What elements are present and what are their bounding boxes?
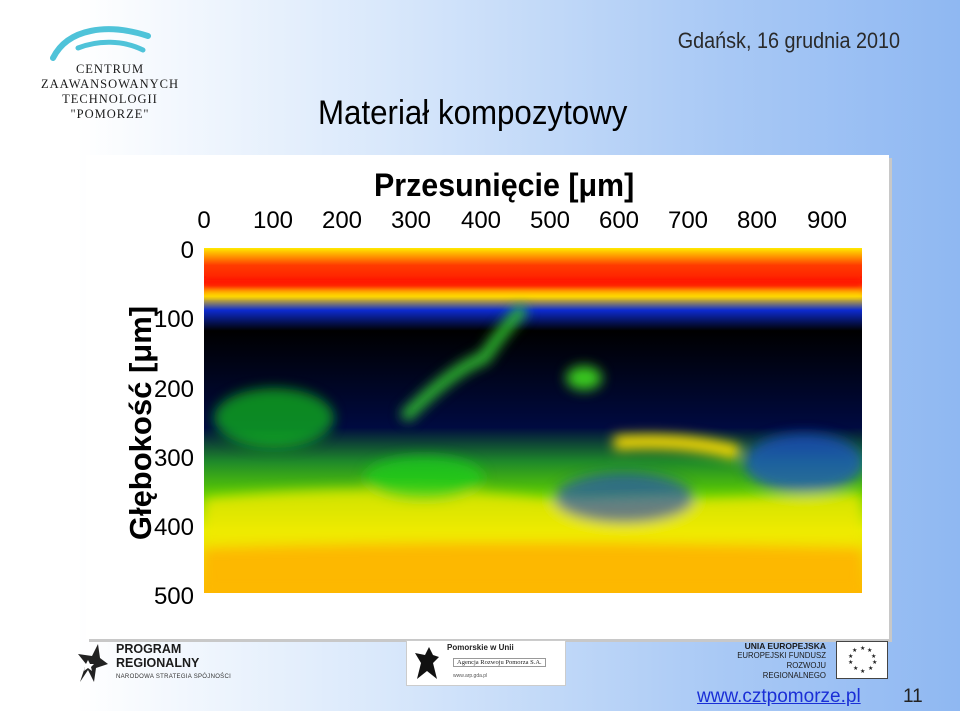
program-title-line-2: REGIONALNY — [116, 656, 200, 670]
svg-text:★: ★ — [853, 665, 858, 672]
slide-date: Gdańsk, 16 grudnia 2010 — [677, 28, 900, 53]
x-tick: 900 — [806, 207, 848, 234]
pomorskie-agency: Agencja Rozwoju Pomorza S.A. — [453, 658, 546, 667]
program-title: PROGRAM REGIONALNY — [116, 642, 199, 670]
eu-line-3: ROZWOJU REGIONALNEGO — [762, 661, 826, 680]
eu-flag-icon: ★ ★★ ★★★ ★★★ ★ — [836, 641, 888, 679]
cztp-logo: CENTRUM ZAAWANSOWANYCH TECHNOLOGII "POMO… — [30, 18, 205, 138]
svg-text:★: ★ — [871, 653, 876, 660]
x-tick: 800 — [736, 207, 778, 234]
y-tick: 200 — [153, 376, 194, 403]
logo-line-2: ZAAWANSOWANYCH — [41, 77, 179, 91]
x-tick: 500 — [529, 207, 571, 234]
heatmap-features — [204, 303, 862, 593]
program-regionalny-logo: PROGRAM REGIONALNY NARODOWA STRATEGIA SP… — [76, 642, 236, 682]
star-map-icon — [78, 644, 108, 682]
svg-text:★: ★ — [868, 665, 873, 672]
svg-text:★: ★ — [867, 647, 872, 654]
eu-logo: UNIA EUROPEJSKA EUROPEJSKI FUNDUSZ ROZWO… — [728, 641, 888, 683]
svg-text:★: ★ — [852, 647, 857, 654]
logo-line-1: CENTRUM — [75, 62, 145, 76]
svg-text:★: ★ — [848, 659, 853, 666]
x-tick: 700 — [667, 207, 709, 234]
svg-text:★: ★ — [860, 645, 865, 652]
x-axis-title: Przesunięcie [μm] — [374, 167, 635, 203]
y-tick: 0 — [180, 237, 194, 264]
logo-line-3: TECHNOLOGII — [62, 92, 158, 106]
heatmap-image — [204, 248, 862, 593]
eu-line-2: EUROPEJSKI FUNDUSZ — [737, 651, 826, 660]
program-subtitle: NARODOWA STRATEGIA SPÓJNOŚCI — [116, 674, 232, 680]
x-tick: 200 — [321, 207, 363, 234]
x-tick: 600 — [598, 207, 640, 234]
griffin-icon — [415, 647, 439, 679]
eu-line-1: UNIA EUROPEJSKA — [744, 641, 826, 651]
y-tick: 500 — [153, 583, 194, 610]
svg-text:★: ★ — [872, 659, 877, 666]
eu-text: UNIA EUROPEJSKA EUROPEJSKI FUNDUSZ ROZWO… — [728, 641, 826, 681]
wave-logo-icon — [50, 26, 151, 61]
x-tick: 100 — [252, 207, 294, 234]
x-tick: 400 — [460, 207, 502, 234]
slide-title: Materiał kompozytowy — [318, 94, 628, 132]
y-tick: 300 — [153, 445, 194, 472]
heatmap-figure: Przesunięcie [μm] Głębokość [μm] 0 100 2… — [86, 155, 889, 639]
website-link[interactable]: www.cztpomorze.pl — [697, 686, 861, 707]
program-title-line-1: PROGRAM — [116, 642, 182, 656]
pomorskie-title: Pomorskie w Unii — [447, 643, 514, 652]
x-tick: 0 — [197, 207, 211, 234]
page-number: 11 — [903, 686, 923, 707]
svg-text:★: ★ — [860, 668, 865, 675]
svg-text:★: ★ — [848, 653, 853, 660]
pomorskie-url: www.arp.gda.pl — [453, 673, 488, 679]
logo-line-4: "POMORZE" — [70, 107, 150, 121]
y-tick: 100 — [153, 306, 194, 333]
logo-text: CENTRUM ZAAWANSOWANYCH TECHNOLOGII "POMO… — [30, 62, 190, 122]
pomorskie-logo: Pomorskie w Unii Agencja Rozwoju Pomorza… — [406, 640, 566, 686]
y-tick: 400 — [153, 514, 194, 541]
x-tick: 300 — [390, 207, 432, 234]
y-axis-title: Głębokość [μm] — [123, 305, 158, 541]
